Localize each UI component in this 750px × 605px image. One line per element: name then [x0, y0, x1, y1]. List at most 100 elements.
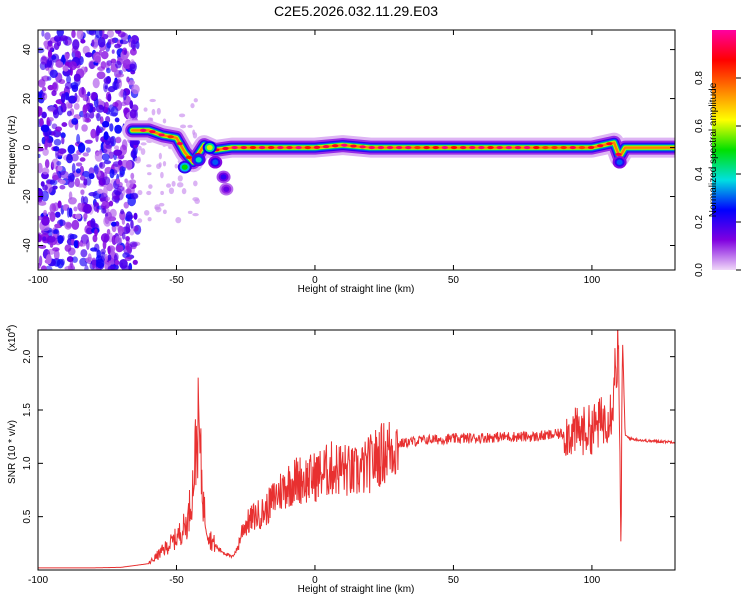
- noise-blob: [53, 35, 61, 42]
- noise-blob: [74, 92, 78, 102]
- noise-blob: [119, 165, 126, 176]
- noise-blob: [106, 183, 113, 192]
- noise-blob: [177, 175, 183, 182]
- noise-blob: [80, 249, 88, 258]
- noise-blob: [109, 168, 115, 179]
- noise-blob: [97, 36, 106, 48]
- ridge-hotspot: [432, 145, 439, 150]
- noise-blob: [84, 52, 93, 58]
- noise-blob: [38, 153, 41, 159]
- noise-blob: [59, 170, 69, 179]
- colorbar-label: Normalized spectral amplitude: [708, 82, 719, 217]
- noise-blob: [122, 90, 127, 101]
- ridge-blob-1: [195, 157, 202, 163]
- ridge-hotspot: [322, 144, 330, 149]
- noise-blob: [129, 63, 136, 70]
- noise-blob: [104, 76, 111, 85]
- noise-blob: [93, 201, 99, 212]
- noise-blob: [41, 92, 48, 101]
- ridge-hotspot: [158, 133, 165, 137]
- colorbar-tick-label-2: 0.4: [694, 167, 705, 181]
- ridge-hotspot: [341, 143, 348, 147]
- noise-blob: [108, 200, 114, 207]
- noise-blob: [74, 177, 81, 187]
- noise-blob: [101, 120, 110, 128]
- noise-blob: [137, 218, 143, 223]
- noise-blob: [41, 86, 47, 92]
- noise-blob: [79, 157, 86, 162]
- ridge-hotspot: [395, 145, 403, 150]
- noise-blob: [46, 44, 54, 52]
- spec-x-tick-label-0: -100: [28, 275, 48, 286]
- noise-blob: [166, 183, 172, 188]
- ridge-hotspot: [249, 145, 257, 150]
- noise-blob: [113, 149, 123, 156]
- noise-blob: [85, 147, 91, 153]
- noise-blob: [130, 219, 134, 229]
- snr-x-tick-label-2: 0: [312, 575, 318, 586]
- noise-blob: [41, 215, 50, 226]
- noise-blob: [69, 234, 78, 240]
- ridge-hotspot: [295, 145, 302, 150]
- noise-blob: [41, 167, 50, 175]
- spectrogram-y-ticks: -40 -20 0 20 40: [22, 44, 675, 253]
- noise-blob: [46, 235, 56, 243]
- noise-blob: [89, 111, 95, 119]
- noise-blob: [90, 91, 98, 101]
- noise-blob: [114, 43, 121, 49]
- noise-blob: [71, 256, 78, 263]
- noise-blob: [101, 200, 107, 207]
- noise-blob: [114, 145, 120, 151]
- noise-blob: [44, 140, 48, 151]
- noise-blob: [116, 185, 125, 192]
- noise-blob: [114, 124, 123, 134]
- noise-blob: [81, 124, 88, 132]
- ridge-blob-0: [181, 164, 188, 170]
- noise-blob: [68, 61, 78, 71]
- spectrogram-panel: -100 -50 0 50 100 -40 -20 0 20 40 Height of stra…: [7, 29, 676, 295]
- noise-blob: [38, 142, 41, 148]
- noise-blob: [190, 103, 195, 109]
- noise-blob: [41, 75, 50, 82]
- noise-blob: [193, 180, 198, 187]
- noise-blob: [52, 229, 59, 235]
- noise-blob: [109, 38, 115, 45]
- noise-blob: [151, 108, 156, 116]
- noise-blob: [96, 71, 106, 80]
- ridge-hotspot: [542, 145, 549, 150]
- noise-blob: [130, 150, 137, 159]
- noise-blob: [101, 153, 110, 161]
- spectrogram-content: [38, 30, 675, 270]
- ridge-hotspot: [615, 152, 622, 157]
- noise-blob: [192, 212, 199, 217]
- snr-x-ticks: -100 -50 0 50 100: [28, 330, 601, 586]
- noise-blob: [98, 104, 104, 110]
- noise-blob: [146, 164, 152, 168]
- noise-blob: [55, 61, 64, 68]
- noise-blob: [111, 49, 115, 54]
- noise-blob: [73, 240, 79, 249]
- noise-blob: [66, 207, 71, 218]
- noise-blob: [83, 212, 88, 220]
- noise-blob: [101, 207, 107, 214]
- noise-blob: [71, 30, 76, 39]
- noise-blob: [109, 208, 117, 218]
- noise-blob: [134, 157, 141, 164]
- noise-blob: [60, 258, 65, 266]
- noise-blob: [56, 30, 64, 37]
- snr-scale-label: (x104): [6, 325, 18, 352]
- noise-blob: [162, 118, 167, 124]
- noise-blob: [116, 178, 121, 185]
- snr-scale-suffix: ): [7, 325, 18, 328]
- noise-blob: [82, 95, 88, 102]
- ridge-hotspot: [587, 145, 595, 150]
- ridge-hotspot: [331, 144, 339, 148]
- noise-blob: [103, 186, 108, 197]
- noise-blob: [96, 112, 101, 122]
- noise-blob: [140, 148, 146, 155]
- noise-blob: [104, 253, 109, 262]
- ridge-hotspot: [176, 142, 184, 146]
- noise-blob: [64, 265, 74, 270]
- snr-x-tick-label-1: -50: [169, 575, 184, 586]
- noise-blob: [38, 201, 47, 206]
